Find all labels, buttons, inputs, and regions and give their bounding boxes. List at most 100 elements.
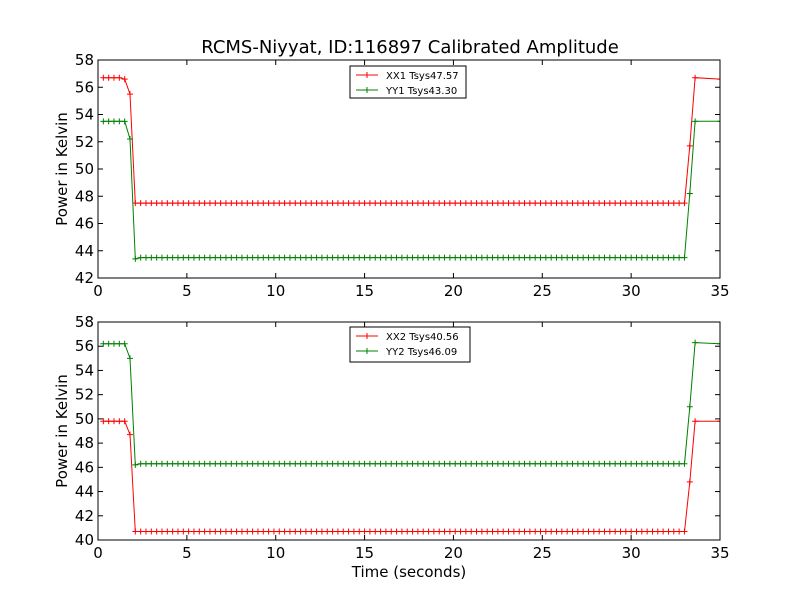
data-point <box>238 200 245 207</box>
data-point <box>356 200 363 207</box>
data-point <box>244 528 251 535</box>
data-point <box>409 528 416 535</box>
data-point <box>238 460 245 467</box>
data-point <box>313 254 320 261</box>
data-point <box>105 74 112 81</box>
data-point <box>612 460 619 467</box>
data-point <box>244 254 251 261</box>
data-point <box>537 460 544 467</box>
x-tick-label: 10 <box>266 544 285 562</box>
data-point <box>468 528 475 535</box>
data-point <box>137 528 144 535</box>
data-point <box>649 200 656 207</box>
data-point <box>132 461 139 468</box>
data-point <box>569 254 576 261</box>
data-point <box>110 74 117 81</box>
data-point <box>222 528 229 535</box>
data-point <box>281 254 288 261</box>
data-point <box>414 460 421 467</box>
data-point <box>190 254 197 261</box>
data-point <box>553 254 560 261</box>
data-point <box>548 460 555 467</box>
data-point <box>500 254 507 261</box>
data-point <box>222 200 229 207</box>
data-point <box>681 528 688 535</box>
data-point <box>473 528 480 535</box>
data-point <box>382 200 389 207</box>
data-point <box>462 528 469 535</box>
data-point <box>717 118 720 125</box>
y-axis-label: Power in Kelvin <box>53 112 71 226</box>
data-point <box>420 254 427 261</box>
data-point <box>212 528 219 535</box>
data-point <box>270 528 277 535</box>
data-point <box>574 460 581 467</box>
data-point <box>100 118 107 125</box>
data-point <box>324 254 331 261</box>
data-point <box>126 136 133 143</box>
data-point <box>644 528 651 535</box>
data-point <box>270 200 277 207</box>
data-point <box>542 528 549 535</box>
data-point <box>238 254 245 261</box>
x-tick-label: 35 <box>710 544 729 562</box>
data-point <box>105 118 112 125</box>
data-point <box>633 528 640 535</box>
data-point <box>276 528 283 535</box>
y-tick-label: 44 <box>75 242 94 260</box>
y-tick-label: 44 <box>75 483 94 501</box>
data-point <box>382 528 389 535</box>
data-point <box>457 254 464 261</box>
data-point <box>526 254 533 261</box>
data-point <box>297 254 304 261</box>
data-point <box>628 254 635 261</box>
data-point <box>601 254 608 261</box>
data-point <box>228 200 235 207</box>
data-point <box>558 528 565 535</box>
data-point <box>190 528 197 535</box>
data-point <box>681 200 688 207</box>
data-point <box>420 200 427 207</box>
data-point <box>612 200 619 207</box>
legend: XX2 Tsys40.56 YY2 Tsys46.09 <box>349 326 471 363</box>
top-chart: 0 5 10 15 20 25 30 35 42 44 46 48 50 52 54 56 58 Power in… <box>53 51 730 300</box>
series-markers <box>100 339 720 468</box>
data-point <box>281 460 288 467</box>
x-tick-label: 0 <box>93 544 103 562</box>
data-point <box>510 528 517 535</box>
data-point <box>308 254 315 261</box>
data-point <box>212 200 219 207</box>
plot-area <box>100 339 720 535</box>
data-point <box>494 200 501 207</box>
x-tick-label: 10 <box>266 282 285 300</box>
data-point <box>564 528 571 535</box>
data-point <box>196 528 203 535</box>
data-point <box>110 118 117 125</box>
data-point <box>350 528 357 535</box>
data-point <box>388 460 395 467</box>
data-point <box>398 200 405 207</box>
series-markers <box>100 418 720 535</box>
data-point <box>660 528 667 535</box>
data-point <box>260 460 267 467</box>
data-point <box>254 460 261 467</box>
data-point <box>217 460 224 467</box>
data-point <box>425 460 432 467</box>
data-point <box>414 254 421 261</box>
data-point <box>670 200 677 207</box>
data-point <box>660 460 667 467</box>
data-point <box>217 528 224 535</box>
data-point <box>206 254 213 261</box>
data-point <box>717 418 720 425</box>
data-point <box>484 528 491 535</box>
data-point <box>318 200 325 207</box>
data-point <box>521 460 528 467</box>
data-point <box>356 528 363 535</box>
data-point <box>158 460 165 467</box>
data-point <box>372 200 379 207</box>
data-point <box>590 200 597 207</box>
data-point <box>612 528 619 535</box>
data-point <box>153 528 160 535</box>
x-tick-label: 0 <box>93 282 103 300</box>
data-point <box>569 460 576 467</box>
